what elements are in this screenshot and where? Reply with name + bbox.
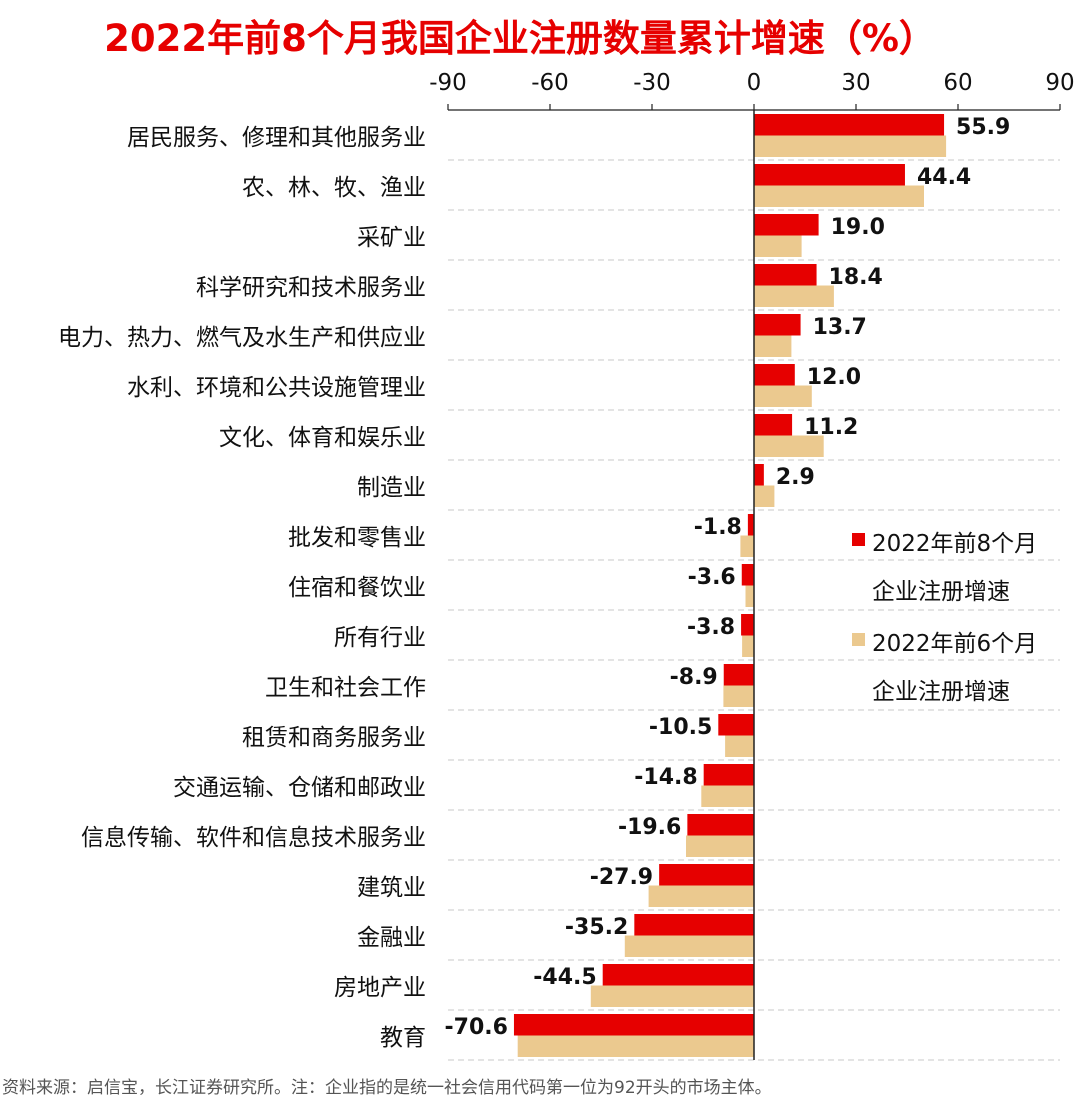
data-label: 12.0 (807, 365, 861, 390)
bar-series-1 (513, 1014, 754, 1036)
bar-chart: -90 -60 -30 0 30 60 90 55.9 居民服务、修理和其他服务业 44.4 农、林… (58, 70, 1075, 1061)
x-tick-label: 60 (943, 70, 972, 96)
source-note: 资料来源：启信宝，长江证券研究所。注：企业指的是统一社会信用代码第一位为92开头… (2, 1078, 772, 1098)
bar-series-1 (659, 864, 754, 886)
data-label: 18.4 (829, 265, 883, 290)
category-label: 居民服务、修理和其他服务业 (127, 125, 426, 151)
bar-series-2 (754, 435, 824, 457)
data-label: -14.8 (634, 765, 697, 790)
category-label: 批发和零售业 (288, 525, 426, 551)
data-label: -3.8 (687, 615, 735, 640)
bar-series-1 (754, 214, 819, 236)
bar-series-2 (754, 385, 812, 407)
bar-series-1 (754, 364, 795, 386)
x-tick-label: -90 (429, 70, 467, 96)
bar-series-2 (624, 935, 754, 957)
bar-series-1 (718, 714, 754, 736)
bar-series-1 (687, 814, 754, 836)
bar-series-1 (754, 264, 817, 286)
category-label: 建筑业 (357, 875, 426, 901)
category-label: 金融业 (357, 925, 426, 951)
data-label: 55.9 (956, 115, 1010, 140)
bar-series-1 (741, 614, 754, 636)
bar-series-2 (701, 785, 754, 807)
category-label: 信息传输、软件和信息技术服务业 (81, 825, 426, 851)
data-label: -70.6 (445, 1015, 508, 1040)
legend-label-series-2-line1: 2022年前6个月 (872, 631, 1038, 657)
x-tick-label: -30 (633, 70, 671, 96)
bar-series-1 (754, 414, 793, 436)
data-label: -1.8 (694, 515, 742, 540)
bar-series-2 (754, 185, 924, 207)
category-label: 房地产业 (334, 975, 426, 1001)
data-label: 44.4 (917, 165, 971, 190)
bar-series-1 (747, 514, 754, 536)
bar-series-2 (725, 735, 754, 757)
category-label: 住宿和餐饮业 (288, 575, 426, 601)
bar-series-2 (723, 685, 754, 707)
bar-series-2 (590, 985, 754, 1007)
category-label: 所有行业 (334, 625, 426, 651)
data-label: 2.9 (776, 465, 815, 490)
legend-label-series-1-line2: 企业注册增速 (872, 579, 1010, 605)
bar-series-2 (686, 835, 754, 857)
category-label: 水利、环境和公共设施管理业 (127, 375, 426, 401)
category-label: 教育 (380, 1025, 426, 1051)
category-label: 采矿业 (357, 225, 426, 251)
bar-series-2 (754, 135, 947, 157)
x-tick-label: 90 (1045, 70, 1074, 96)
bar-series-2 (754, 285, 834, 307)
category-label: 科学研究和技术服务业 (196, 275, 426, 301)
chart-title: 2022年前8个月我国企业注册数量累计增速（%） (104, 17, 936, 60)
data-label: 19.0 (831, 215, 885, 240)
bar-series-2 (745, 585, 754, 607)
category-label: 交通运输、仓储和邮政业 (173, 775, 426, 801)
legend-swatch-series-1 (852, 533, 865, 546)
bar-series-2 (648, 885, 754, 907)
data-label: -19.6 (618, 815, 681, 840)
bar-series-2 (517, 1035, 754, 1057)
data-label: -10.5 (649, 715, 712, 740)
category-label: 租赁和商务服务业 (242, 725, 426, 751)
data-label: 11.2 (804, 415, 858, 440)
bar-series-1 (754, 314, 801, 336)
bar-series-1 (723, 664, 754, 686)
bar-series-1 (754, 464, 764, 486)
x-tick-label: 0 (747, 70, 762, 96)
category-label: 制造业 (357, 475, 426, 501)
legend-label-series-2-line2: 企业注册增速 (872, 679, 1010, 705)
bar-series-2 (740, 535, 754, 557)
data-label: -35.2 (565, 915, 628, 940)
bar-series-1 (754, 114, 945, 136)
bar-series-2 (742, 635, 754, 657)
category-label: 电力、热力、燃气及水生产和供应业 (58, 325, 426, 351)
bar-series-1 (754, 164, 905, 186)
x-tick-label: -60 (531, 70, 569, 96)
data-label: -27.9 (590, 865, 653, 890)
legend-label-series-1-line1: 2022年前8个月 (872, 531, 1038, 557)
data-label: -44.5 (533, 965, 596, 990)
category-label: 卫生和社会工作 (265, 675, 426, 701)
bar-series-2 (754, 235, 802, 257)
data-label: -8.9 (670, 665, 718, 690)
category-label: 农、林、牧、渔业 (242, 175, 426, 201)
bar-series-2 (754, 335, 792, 357)
bar-series-1 (634, 914, 754, 936)
legend-swatch-series-2 (852, 633, 865, 646)
category-label: 文化、体育和娱乐业 (219, 425, 426, 451)
bar-series-1 (602, 964, 754, 986)
data-label: -3.6 (688, 565, 736, 590)
bar-series-1 (741, 564, 754, 586)
data-label: 13.7 (813, 315, 867, 340)
bar-series-1 (703, 764, 754, 786)
x-tick-label: 30 (841, 70, 870, 96)
bar-series-2 (754, 485, 775, 507)
